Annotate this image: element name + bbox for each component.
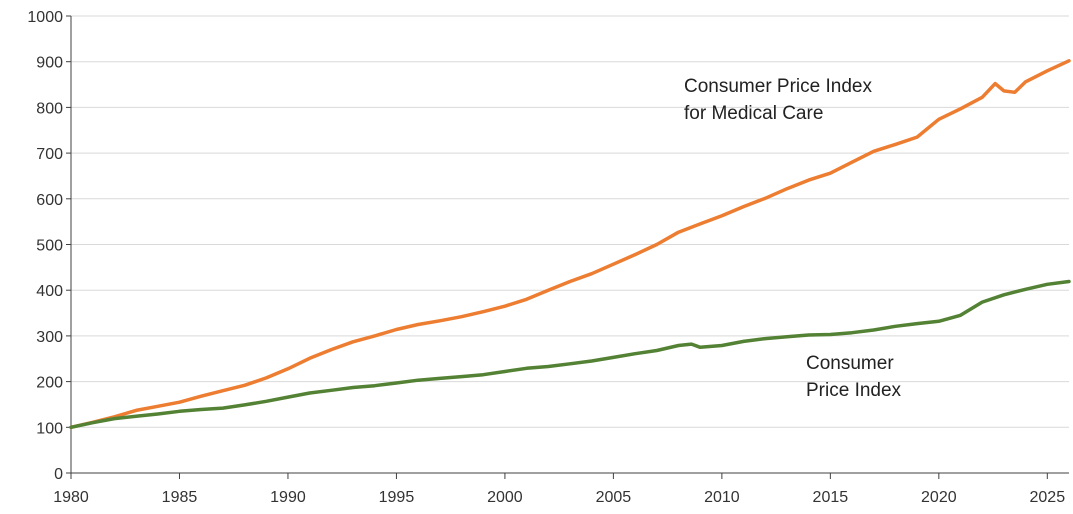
x-tick-label: 2020 [921,489,957,506]
x-tick-label: 2025 [1030,489,1066,506]
x-tick-label: 1995 [379,489,415,506]
y-tick-label: 800 [36,100,63,117]
series-annotation: Consumer [806,353,894,374]
axes: 0 100 200 300 400 500 600 700 800 900 1000 1980 1985… [27,9,1069,506]
y-tick-label: 400 [36,283,63,300]
y-tick-label: 1000 [27,9,63,26]
y-tick-label: 100 [36,420,63,437]
series-line-1 [69,279,1071,430]
y-tick-label: 900 [36,55,63,72]
x-tick-label: 2015 [813,489,849,506]
y-tick-label: 0 [54,466,63,483]
x-tick-label: 2005 [596,489,632,506]
x-tick-label: 2010 [704,489,740,506]
series-annotation: for Medical Care [684,103,823,124]
y-tick-label: 300 [36,329,63,346]
x-tick-label: 2000 [487,489,523,506]
y-tick-label: 200 [36,375,63,392]
y-tick-label: 500 [36,238,63,255]
x-tick-label: 1985 [162,489,198,506]
gridlines [71,15,1069,428]
series-lines [69,59,1071,430]
x-tick-label: 1980 [53,489,89,506]
series-annotation: Consumer Price Index [684,76,872,97]
y-tick-label: 600 [36,192,63,209]
series-annotation: Price Index [806,380,902,401]
annotations: Consumer Price Index for Medical Care Cons… [684,76,902,401]
series-line-0 [69,59,1071,430]
y-tick-label: 700 [36,146,63,163]
x-tick-label: 1990 [270,489,306,506]
